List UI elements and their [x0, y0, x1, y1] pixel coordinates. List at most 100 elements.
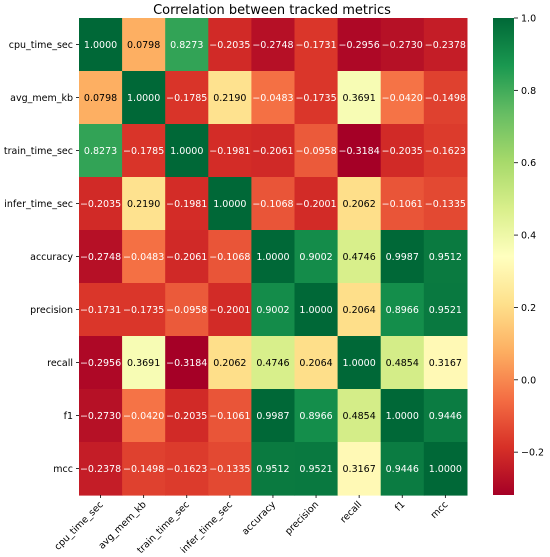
- colorbar-tick-label: −0.2: [521, 448, 544, 459]
- heatmap-cell: [79, 124, 123, 178]
- y-axis-label: recall: [47, 358, 73, 369]
- cell-value-label: −0.3184: [166, 358, 207, 369]
- cell-value-label: −0.2956: [80, 358, 121, 369]
- colorbar-ticks: 1.0 0.8 0.6 0.4 0.2 0.0 −0.2: [514, 14, 544, 459]
- cell-value-label: 0.4854: [386, 358, 419, 369]
- cell-value-label: 0.4746: [256, 358, 289, 369]
- heatmap-cell: [423, 442, 468, 496]
- y-axis-label: infer_time_sec: [4, 199, 73, 210]
- cell-value-label: 0.9521: [429, 305, 462, 316]
- heatmap-cell: [294, 230, 339, 284]
- cell-value-label: −0.1068: [209, 252, 250, 263]
- heatmap-cell: [165, 389, 209, 443]
- heatmap-cell: [423, 336, 468, 390]
- heatmap-cell: [208, 283, 252, 337]
- cell-value-label: −0.2748: [80, 252, 121, 263]
- heatmap-cells: [79, 18, 468, 496]
- heatmap-cell: [122, 389, 166, 443]
- heatmap-cell: [122, 336, 166, 390]
- heatmap-cell: [165, 442, 209, 496]
- colorbar-tick-label: 0.6: [521, 158, 536, 169]
- heatmap-cell: [380, 124, 425, 178]
- heatmap-cell: [251, 442, 296, 496]
- cell-value-label: −0.2035: [382, 146, 423, 157]
- heatmap-cell: [294, 71, 339, 125]
- cell-value-label: 1.0000: [213, 199, 246, 210]
- y-axis-labels: cpu_time_sec avg_mem_kb train_time_secinfe…: [4, 40, 79, 475]
- heatmap-cell: [122, 71, 166, 125]
- y-axis-label: accuracy: [30, 252, 73, 263]
- heatmap-cell: [122, 18, 166, 72]
- cell-value-label: −0.1498: [123, 464, 164, 475]
- heatmap-cell: [122, 442, 166, 496]
- heatmap-cell: [251, 283, 296, 337]
- cell-value-label: 0.9446: [429, 411, 462, 422]
- heatmap-cell: [337, 18, 382, 72]
- cell-value-label: −0.1061: [382, 199, 423, 210]
- colorbar-tick-label: 0.8: [521, 86, 536, 97]
- cell-value-label: 1.0000: [343, 358, 376, 369]
- cell-value-label: −0.1068: [252, 199, 293, 210]
- heatmap-cell: [165, 18, 209, 72]
- cell-value-label: 0.2062: [343, 199, 376, 210]
- colorbar-tick-label: 0.0: [521, 375, 536, 386]
- cell-value-label: 0.9002: [256, 305, 289, 316]
- cell-value-label: −0.2730: [382, 40, 423, 51]
- cell-value-label: −0.2001: [209, 305, 250, 316]
- heatmap-cell: [380, 283, 425, 337]
- heatmap-cell-labels: 1.0000 0.0798 0.8273 −0.2035 −0.2748 −0.1731−…: [80, 40, 466, 475]
- colorbar-tick-label: 0.2: [521, 303, 536, 314]
- cell-value-label: −0.1735: [295, 93, 336, 104]
- cell-value-label: −0.2378: [425, 40, 466, 51]
- cell-value-label: −0.2001: [295, 199, 336, 210]
- x-axis-labels: cpu_time_secavg_mem_kbtrain_time_secinfe…: [52, 495, 450, 556]
- y-axis-label: cpu_time_sec: [9, 40, 73, 51]
- cell-value-label: −0.1981: [166, 199, 207, 210]
- heatmap-cell: [208, 230, 252, 284]
- heatmap-cell: [251, 71, 296, 125]
- heatmap-cell: [380, 230, 425, 284]
- cell-value-label: −0.1731: [80, 305, 121, 316]
- heatmap-cell: [337, 230, 382, 284]
- cell-value-label: 0.2064: [299, 358, 332, 369]
- cell-value-label: −0.0420: [123, 411, 164, 422]
- cell-value-label: −0.3184: [339, 146, 380, 157]
- cell-value-label: 0.3167: [429, 358, 462, 369]
- heatmap-cell: [337, 442, 382, 496]
- heatmap-cell: [294, 442, 339, 496]
- cell-value-label: 1.0000: [84, 40, 117, 51]
- cell-value-label: 1.0000: [127, 93, 160, 104]
- heatmap-cell: [423, 124, 468, 178]
- heatmap-cell: [208, 124, 252, 178]
- heatmap-cell: [79, 230, 123, 284]
- heatmap-cell: [294, 18, 339, 72]
- cell-value-label: 1.0000: [256, 252, 289, 263]
- heatmap-cell: [380, 18, 425, 72]
- cell-value-label: −0.2035: [80, 199, 121, 210]
- cell-value-label: −0.1785: [123, 146, 164, 157]
- chart-title: Correlation between tracked metrics: [153, 3, 391, 18]
- cell-value-label: −0.0483: [252, 93, 293, 104]
- cell-value-label: 0.9512: [429, 252, 462, 263]
- cell-value-label: −0.1335: [425, 199, 466, 210]
- x-axis-label: precision: [283, 499, 321, 537]
- heatmap-cell: [294, 389, 339, 443]
- cell-value-label: −0.2035: [209, 40, 250, 51]
- cell-value-label: −0.1735: [123, 305, 164, 316]
- heatmap-cell: [423, 71, 468, 125]
- heatmap-cell: [79, 442, 123, 496]
- y-axis-label: avg_mem_kb: [10, 93, 73, 104]
- heatmap-cell: [251, 177, 296, 231]
- x-axis-label: f1: [393, 499, 407, 513]
- cell-value-label: −0.2748: [252, 40, 293, 51]
- heatmap-cell: [380, 71, 425, 125]
- cell-value-label: 1.0000: [386, 411, 419, 422]
- x-axis-label: recall: [338, 499, 364, 525]
- heatmap-cell: [165, 283, 209, 337]
- heatmap-cell: [337, 177, 382, 231]
- cell-value-label: 0.2064: [343, 305, 376, 316]
- cell-value-label: 0.2190: [127, 199, 160, 210]
- heatmap-cell: [294, 124, 339, 178]
- heatmap-cell: [122, 230, 166, 284]
